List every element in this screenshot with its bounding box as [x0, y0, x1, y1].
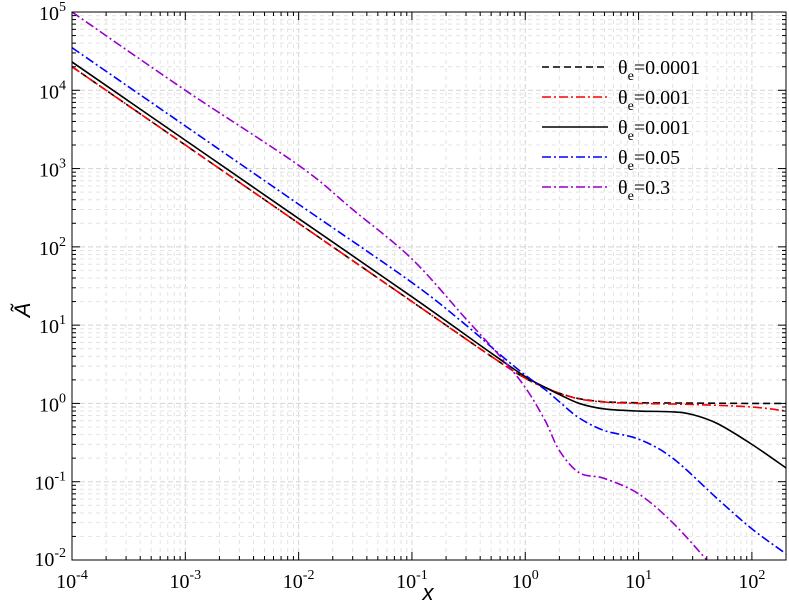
legend-label-4: θe=0.05	[618, 147, 680, 174]
x-tick-label: 10-2	[283, 568, 315, 593]
tick-labels: 10-4 10-3 10-2 10-1 100 101 102 10-2 10-1 100 101 1…	[34, 0, 765, 593]
series-line-3	[72, 61, 786, 469]
legend-label-2: θe=0.001	[618, 87, 690, 114]
y-tick-label: 10-2	[34, 546, 66, 571]
legend: θe=0.0001 θe=0.001 θe=0.001 θe=0.05 θe=0.3	[542, 57, 700, 204]
x-tick-label: 101	[625, 568, 652, 593]
y-tick-label: 101	[39, 313, 66, 338]
y-tick-label: 102	[39, 235, 66, 260]
y-tick-label: 105	[39, 0, 66, 25]
legend-label-3: θe=0.001	[618, 117, 690, 144]
legend-label-1: θe=0.0001	[618, 57, 700, 84]
x-tick-label: 102	[738, 568, 765, 593]
y-axis-label: Ã	[10, 303, 35, 319]
x-tick-label: 10-1	[396, 568, 428, 593]
x-axis-label: x	[422, 580, 435, 605]
x-tick-label: 10-4	[56, 568, 88, 593]
legend-label-5: θe=0.3	[618, 177, 670, 204]
series-layer	[72, 12, 786, 560]
x-tick-label: 100	[512, 568, 539, 593]
y-tick-label: 10-1	[34, 470, 66, 495]
series-line-4	[72, 47, 786, 555]
plot-frame	[71, 11, 787, 561]
ticks	[71, 11, 787, 561]
series-line-5	[72, 12, 708, 560]
y-tick-label: 103	[39, 157, 66, 182]
y-tick-label: 104	[39, 78, 66, 103]
grid	[71, 11, 787, 561]
y-tick-label: 100	[39, 391, 66, 416]
x-tick-label: 10-3	[169, 568, 201, 593]
